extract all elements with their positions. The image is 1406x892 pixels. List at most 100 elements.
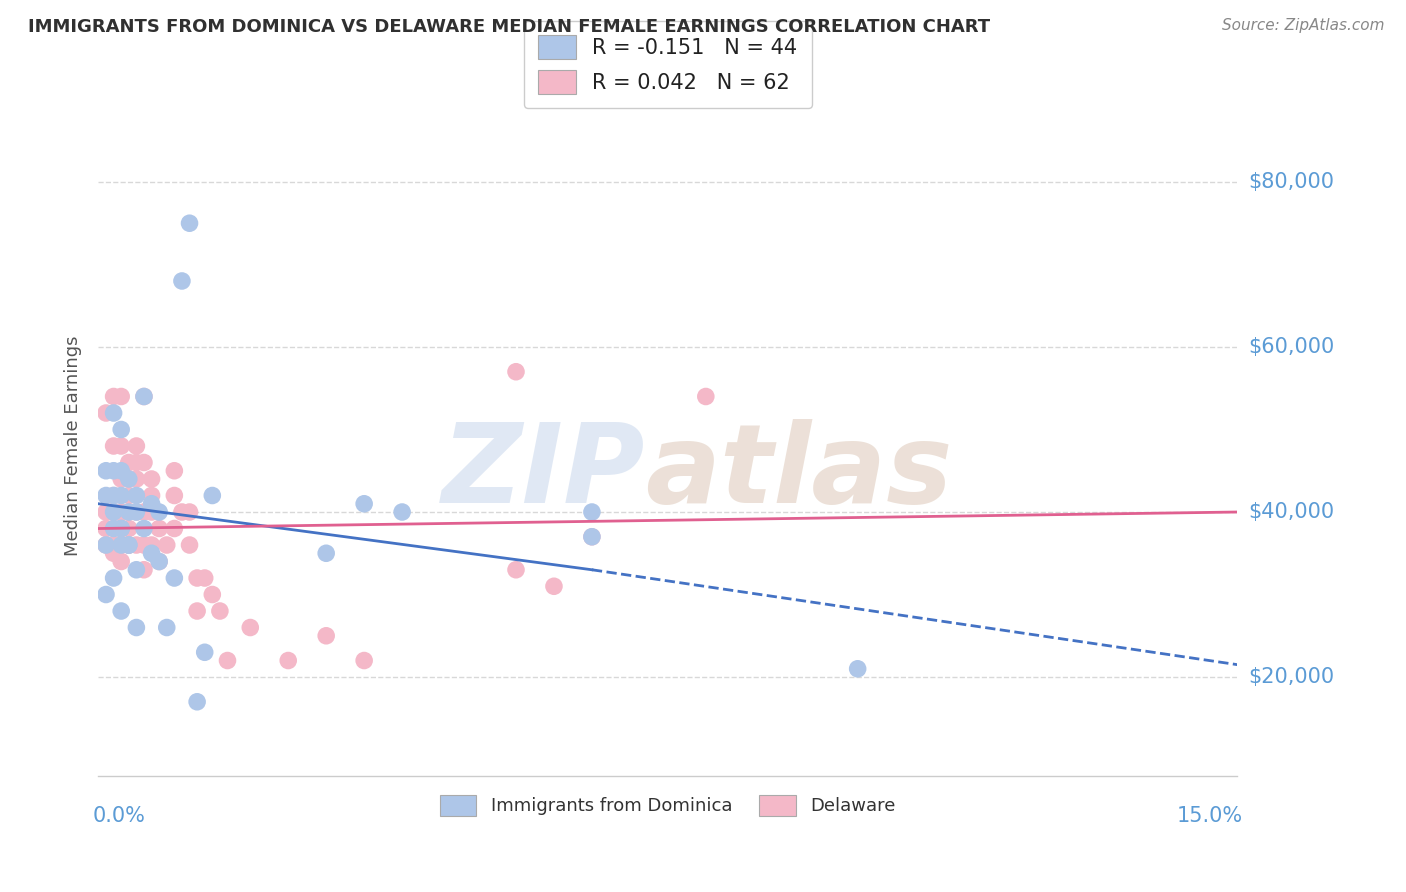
- Point: [118, 489, 141, 503]
- Point: [194, 645, 217, 659]
- Point: [163, 489, 186, 503]
- Point: [581, 505, 603, 519]
- Point: [110, 538, 132, 552]
- Text: $40,000: $40,000: [1249, 502, 1334, 522]
- Text: 0.0%: 0.0%: [93, 805, 146, 826]
- Point: [186, 695, 208, 709]
- Point: [125, 563, 148, 577]
- Point: [110, 521, 132, 535]
- Point: [132, 455, 155, 469]
- Point: [208, 604, 231, 618]
- Point: [94, 538, 117, 552]
- Text: 15.0%: 15.0%: [1177, 805, 1243, 826]
- Point: [118, 472, 141, 486]
- Point: [132, 389, 155, 403]
- Point: [148, 521, 170, 535]
- Point: [94, 505, 117, 519]
- Point: [118, 505, 141, 519]
- Point: [391, 505, 413, 519]
- Point: [217, 653, 239, 667]
- Point: [110, 389, 132, 403]
- Point: [110, 464, 132, 478]
- Point: [156, 538, 179, 552]
- Point: [141, 472, 163, 486]
- Point: [179, 505, 201, 519]
- Point: [186, 571, 208, 585]
- Point: [846, 662, 869, 676]
- Point: [103, 489, 125, 503]
- Point: [110, 489, 132, 503]
- Point: [125, 505, 148, 519]
- Point: [103, 521, 125, 535]
- Point: [125, 439, 148, 453]
- Point: [118, 538, 141, 552]
- Text: $60,000: $60,000: [1249, 337, 1334, 357]
- Point: [110, 521, 132, 535]
- Point: [103, 538, 125, 552]
- Point: [132, 521, 155, 535]
- Point: [186, 604, 208, 618]
- Point: [163, 571, 186, 585]
- Point: [163, 464, 186, 478]
- Point: [110, 505, 132, 519]
- Point: [141, 497, 163, 511]
- Point: [110, 521, 132, 535]
- Point: [132, 563, 155, 577]
- Point: [103, 439, 125, 453]
- Point: [103, 571, 125, 585]
- Point: [103, 389, 125, 403]
- Point: [179, 538, 201, 552]
- Point: [581, 530, 603, 544]
- Point: [110, 554, 132, 569]
- Point: [103, 521, 125, 535]
- Point: [201, 587, 224, 601]
- Text: IMMIGRANTS FROM DOMINICA VS DELAWARE MEDIAN FEMALE EARNINGS CORRELATION CHART: IMMIGRANTS FROM DOMINICA VS DELAWARE MED…: [28, 18, 990, 36]
- Point: [94, 587, 117, 601]
- Point: [110, 538, 132, 552]
- Text: $20,000: $20,000: [1249, 667, 1334, 687]
- Point: [103, 546, 125, 560]
- Point: [118, 538, 141, 552]
- Point: [505, 563, 527, 577]
- Point: [118, 455, 141, 469]
- Point: [148, 554, 170, 569]
- Point: [170, 505, 193, 519]
- Point: [163, 521, 186, 535]
- Point: [132, 505, 155, 519]
- Point: [315, 546, 337, 560]
- Point: [94, 538, 117, 552]
- Point: [103, 505, 125, 519]
- Point: [543, 579, 565, 593]
- Point: [277, 653, 299, 667]
- Y-axis label: Median Female Earnings: Median Female Earnings: [63, 335, 82, 557]
- Legend: Immigrants from Dominica, Delaware: Immigrants from Dominica, Delaware: [429, 784, 907, 826]
- Point: [315, 629, 337, 643]
- Point: [94, 521, 117, 535]
- Point: [125, 455, 148, 469]
- Text: $80,000: $80,000: [1249, 172, 1334, 192]
- Text: atlas: atlas: [645, 419, 952, 526]
- Point: [103, 489, 125, 503]
- Text: Source: ZipAtlas.com: Source: ZipAtlas.com: [1222, 18, 1385, 33]
- Point: [156, 621, 179, 635]
- Point: [353, 653, 375, 667]
- Point: [110, 472, 132, 486]
- Point: [179, 216, 201, 230]
- Point: [141, 546, 163, 560]
- Point: [110, 521, 132, 535]
- Point: [125, 505, 148, 519]
- Point: [125, 538, 148, 552]
- Point: [103, 406, 125, 420]
- Point: [103, 464, 125, 478]
- Point: [103, 505, 125, 519]
- Point: [125, 621, 148, 635]
- Point: [118, 538, 141, 552]
- Point: [239, 621, 262, 635]
- Point: [110, 439, 132, 453]
- Point: [170, 274, 193, 288]
- Point: [353, 497, 375, 511]
- Point: [505, 365, 527, 379]
- Point: [94, 464, 117, 478]
- Point: [695, 389, 717, 403]
- Point: [110, 423, 132, 437]
